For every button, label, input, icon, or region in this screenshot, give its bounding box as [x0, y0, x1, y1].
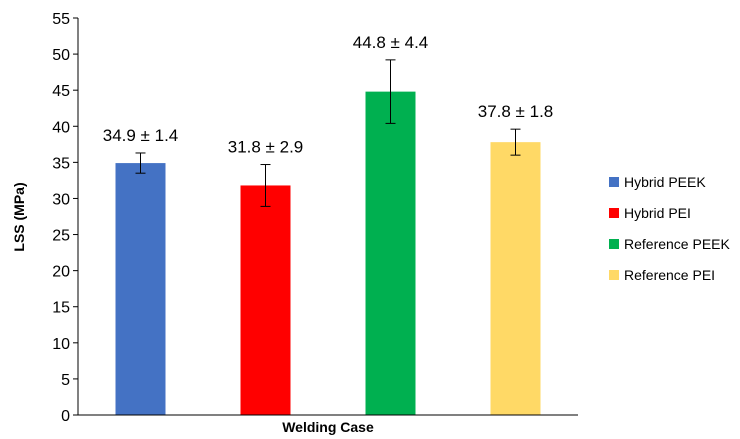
y-axis-ticks: 0 5 10 15 20 25 30 35 40 45 50 55	[52, 11, 78, 425]
x-axis-title: Welding Case	[282, 419, 374, 435]
y-tick-label: 35	[52, 155, 70, 172]
y-tick-label: 20	[52, 264, 70, 281]
legend-swatch	[609, 208, 619, 218]
bar-hybrid-peek	[115, 163, 166, 415]
y-tick-label: 15	[52, 300, 70, 317]
y-tick-label: 5	[61, 372, 70, 389]
legend-item: Reference PEI	[609, 267, 715, 283]
legend-item: Reference PEEK	[609, 236, 730, 252]
legend-swatch	[609, 270, 619, 280]
legend-swatch	[609, 177, 619, 187]
data-label: 37.8 ± 1.8	[478, 102, 554, 121]
legend-item: Hybrid PEI	[609, 205, 691, 221]
y-tick-label: 10	[52, 336, 70, 353]
error-bar	[510, 128, 521, 156]
y-tick-label: 50	[52, 47, 70, 64]
y-tick-label: 45	[52, 83, 70, 100]
error-bar	[135, 152, 146, 174]
legend-swatch	[609, 239, 619, 249]
data-labels: 34.9 ± 1.4 31.8 ± 2.9 44.8 ± 4.4 37.8 ± 1.8	[103, 33, 554, 157]
y-tick-label: 30	[52, 191, 70, 208]
data-label: 31.8 ± 2.9	[228, 138, 304, 157]
legend-label: Hybrid PEEK	[624, 174, 706, 190]
y-tick-label: 55	[52, 11, 70, 28]
y-tick-label: 0	[61, 408, 70, 425]
data-label: 44.8 ± 4.4	[353, 33, 429, 52]
error-bar	[385, 59, 396, 124]
y-tick-label: 25	[52, 228, 70, 245]
legend-label: Hybrid PEI	[624, 205, 691, 221]
bars	[115, 91, 541, 416]
legend-item: Hybrid PEEK	[609, 174, 706, 190]
legend: Hybrid PEEK Hybrid PEI Reference PEEK Refer…	[609, 174, 730, 283]
bar-reference-peek	[365, 91, 416, 415]
bar-hybrid-pei	[240, 185, 291, 415]
data-label: 34.9 ± 1.4	[103, 126, 179, 145]
error-bar	[260, 164, 271, 207]
legend-label: Reference PEEK	[624, 236, 730, 252]
y-tick-label: 40	[52, 119, 70, 136]
y-axis-title: LSS (MPa)	[11, 182, 27, 251]
legend-label: Reference PEI	[624, 267, 715, 283]
bar-reference-pei	[490, 142, 541, 416]
error-bars	[135, 59, 521, 207]
